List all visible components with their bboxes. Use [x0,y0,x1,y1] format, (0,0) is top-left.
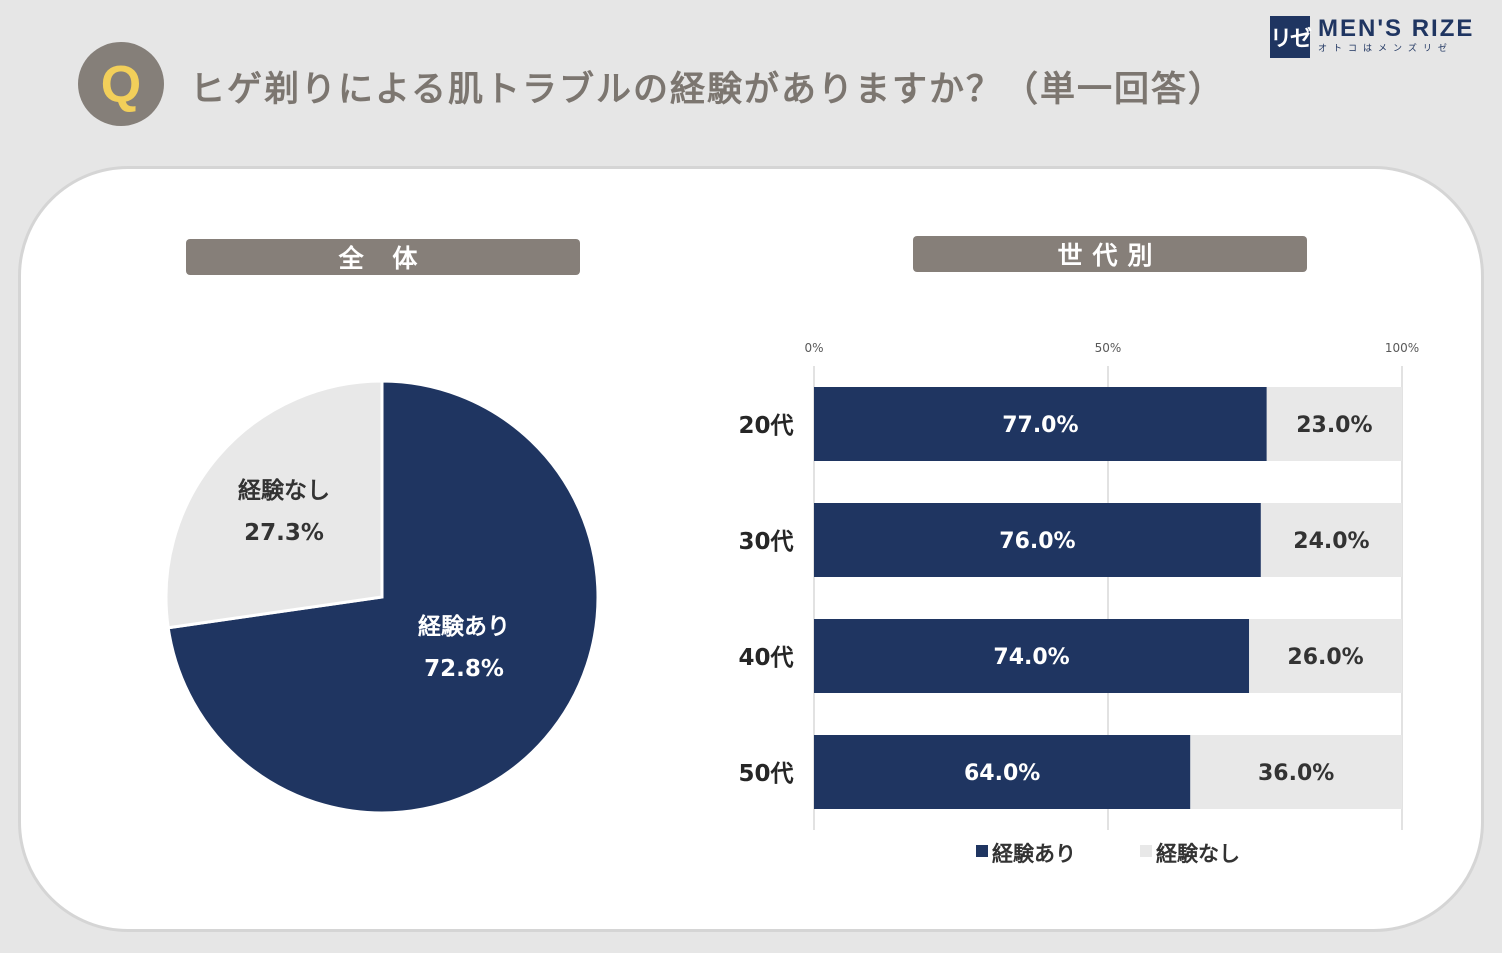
logo-subtitle: オトコはメンズリゼ [1318,44,1453,54]
pie-slice-not-experienced [164,379,384,630]
y-category-label: 40代 [738,645,793,671]
pie-slice-value: 27.3% [244,520,324,546]
legend-swatch [976,845,988,857]
bar-value-label: 77.0% [1002,413,1078,438]
bar-value-label: 26.0% [1287,645,1363,670]
pie-slice-label: 経験なし [238,477,330,504]
y-category-label: 30代 [738,529,793,555]
bar-segment-not-experienced [1190,735,1402,809]
bar-segment-experienced [814,735,1191,809]
y-category-label: 50代 [738,761,793,787]
bar-segment-experienced [814,503,1261,577]
pie-slice-value: 72.8% [424,656,504,682]
bar-value-label: 74.0% [993,645,1069,670]
x-tick-label: 50% [1095,341,1122,355]
brand-logo: リゼ MEN'S RIZE オトコはメンズリゼ [1270,16,1474,60]
x-tick-label: 100% [1385,341,1419,355]
y-category-label: 20代 [738,413,793,439]
logo-mark: リゼ [1270,16,1312,58]
pie-slice-label: 経験あり [418,613,510,640]
question-badge: Q [78,42,164,126]
overall-label: 全 体 [186,239,580,275]
legend-label: 経験なし [1156,842,1240,866]
bar-value-label: 23.0% [1296,413,1372,438]
bar-value-label: 64.0% [964,761,1040,786]
question-letter: Q [100,56,142,114]
bar-segment-not-experienced [1249,619,1402,693]
x-tick-label: 0% [804,341,823,355]
bar-value-label: 76.0% [999,529,1075,554]
bar-segment-not-experienced [1266,387,1402,461]
bar-segment-experienced [814,619,1250,693]
bar-segment-not-experienced [1260,503,1402,577]
by-age-label: 世代別 [913,236,1307,272]
legend-label: 経験あり [992,842,1076,866]
bar-value-label: 36.0% [1258,761,1334,786]
legend-swatch [1140,845,1152,857]
question-title: ヒゲ剃りによる肌トラブルの経験がありますか？（単一回答） [190,69,1225,110]
bar-value-label: 24.0% [1293,529,1369,554]
logo-title: MEN'S RIZE [1318,15,1475,42]
bar-segment-experienced [814,387,1267,461]
